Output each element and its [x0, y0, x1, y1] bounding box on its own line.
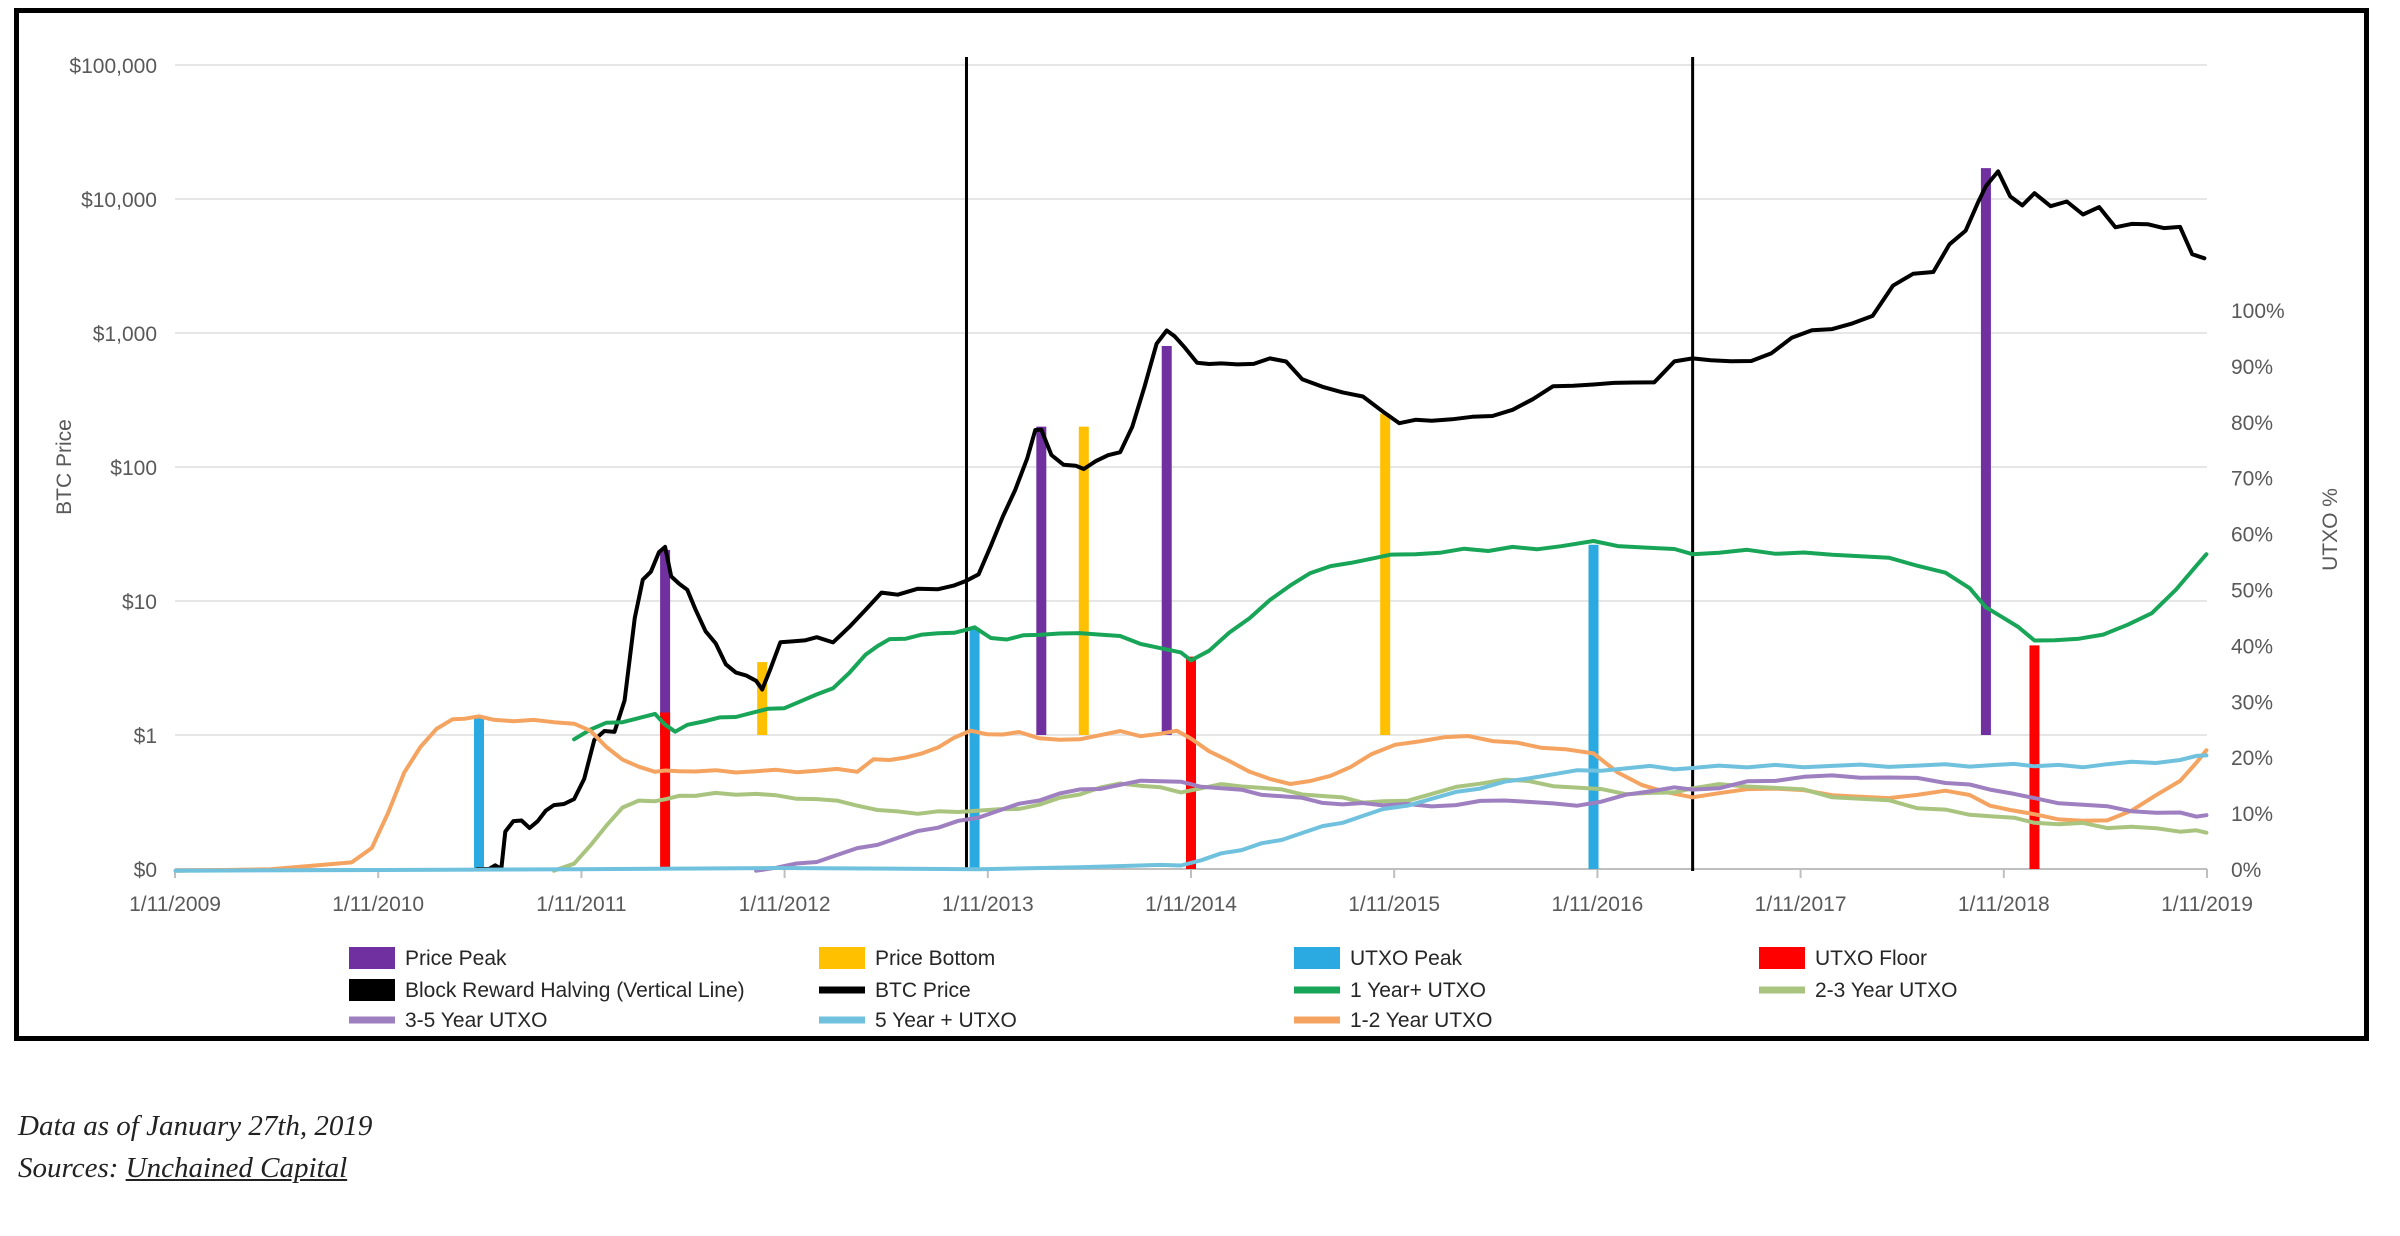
- x-tick-label: 1/11/2010: [332, 893, 424, 916]
- y-right-tick-label: 50%: [2231, 580, 2273, 603]
- series-1-2-year-utxo: [173, 714, 2209, 873]
- y-left-tick-label: $1,000: [93, 323, 157, 346]
- legend-item: 1-2 Year UTXO: [1294, 1009, 1492, 1032]
- series-lines: [173, 169, 2209, 873]
- legend-item: UTXO Peak: [1294, 947, 1463, 970]
- data-as-of-line: Data as of January 27th, 2019: [18, 1110, 373, 1142]
- legend-label: 2-3 Year UTXO: [1815, 979, 1957, 1002]
- legend-item: BTC Price: [819, 979, 971, 1002]
- legend-label: 5 Year + UTXO: [875, 1009, 1017, 1032]
- legend-swatch: [349, 947, 395, 969]
- footer-notes: Data as of January 27th, 2019 Sources: U…: [18, 1105, 1218, 1189]
- legend-label: Price Bottom: [875, 947, 995, 970]
- y-right-tick-label: 0%: [2231, 859, 2261, 882]
- y-left-tick-label: $10: [122, 591, 157, 614]
- y-right-tick-label: 20%: [2231, 747, 2273, 770]
- legend: Price Peak Price Bottom UTXO Peak UTXO Floo…: [349, 947, 1957, 1032]
- series-1-year-utxo: [572, 539, 2209, 742]
- x-tick-label: 1/11/2014: [1145, 893, 1237, 916]
- series-btc-price: [475, 169, 2207, 871]
- y-right-tick-label: 30%: [2231, 691, 2273, 714]
- legend-label: UTXO Floor: [1815, 947, 1927, 970]
- legend-item: UTXO Floor: [1759, 947, 1927, 970]
- y-left-tick-label: $10,000: [81, 189, 157, 212]
- x-tick-label: 1/11/2015: [1348, 893, 1440, 916]
- legend-label: 1 Year+ UTXO: [1350, 979, 1486, 1002]
- y-right-tick-label: 10%: [2231, 803, 2273, 826]
- legend-label: BTC Price: [875, 979, 971, 1002]
- legend-swatch: [819, 947, 865, 969]
- legend-item: 1 Year+ UTXO: [1294, 979, 1486, 1002]
- legend-item: 2-3 Year UTXO: [1759, 979, 1957, 1002]
- x-tick-label: 1/11/2012: [739, 893, 831, 916]
- y-left-tick-label: $1: [134, 725, 157, 748]
- series-5-year-utxo: [173, 753, 2209, 873]
- chart-frame: $0 $1 $10 $100 $1,000 $10,000 $100,000 BTC Pric…: [14, 8, 2369, 1041]
- x-tick-label: 1/11/2009: [129, 893, 221, 916]
- y-right-tick-label: 100%: [2231, 300, 2285, 323]
- sources-line: Sources: Unchained Capital: [18, 1147, 1218, 1189]
- legend-label: 3-5 Year UTXO: [405, 1009, 547, 1032]
- series-2-3-year-utxo: [551, 777, 2209, 873]
- y-left-tick-label: $100,000: [69, 55, 157, 78]
- sources-label: Sources:: [18, 1152, 119, 1185]
- y-right-tick-label: 40%: [2231, 635, 2273, 658]
- legend-swatch: [1759, 947, 1805, 969]
- legend-swatch: [349, 979, 395, 1001]
- y-left-tick-label: $0: [134, 859, 157, 882]
- bitcoin-utxo-age-chart: $0 $1 $10 $100 $1,000 $10,000 $100,000 BTC Pric…: [53, 55, 2342, 1032]
- x-tick-label: 1/11/2016: [1551, 893, 1643, 916]
- legend-label: Block Reward Halving (Vertical Line): [405, 979, 745, 1002]
- legend-item: Price Peak: [349, 947, 507, 970]
- legend-item: 5 Year + UTXO: [819, 1009, 1017, 1032]
- legend-item: Block Reward Halving (Vertical Line): [349, 979, 745, 1002]
- y-right-axis-title: UTXO %: [2319, 488, 2342, 571]
- gridlines: [175, 64, 2207, 870]
- y-left-tick-label: $100: [110, 457, 157, 480]
- x-tick-label: 1/11/2011: [536, 893, 626, 916]
- source-link[interactable]: Unchained Capital: [125, 1152, 348, 1185]
- x-tick-label: 1/11/2013: [942, 893, 1034, 916]
- legend-label: 1-2 Year UTXO: [1350, 1009, 1492, 1032]
- legend-item: Price Bottom: [819, 947, 995, 970]
- x-tick-label: 1/11/2017: [1755, 893, 1847, 916]
- y-right-tick-label: 60%: [2231, 524, 2273, 547]
- y-right-tick-label: 90%: [2231, 356, 2273, 379]
- legend-label: UTXO Peak: [1350, 947, 1463, 970]
- legend-swatch: [1294, 947, 1340, 969]
- y-right-tick-label: 80%: [2231, 412, 2273, 435]
- marker-lines: [474, 57, 2040, 871]
- series-3-5-year-utxo: [754, 773, 2209, 873]
- x-tick-label: 1/11/2018: [1958, 893, 2050, 916]
- legend-label: Price Peak: [405, 947, 507, 970]
- x-tick-label: 1/11/2019: [2161, 893, 2253, 916]
- y-right-tick-label: 70%: [2231, 468, 2273, 491]
- y-left-axis-title: BTC Price: [53, 419, 76, 515]
- legend-item: 3-5 Year UTXO: [349, 1009, 547, 1032]
